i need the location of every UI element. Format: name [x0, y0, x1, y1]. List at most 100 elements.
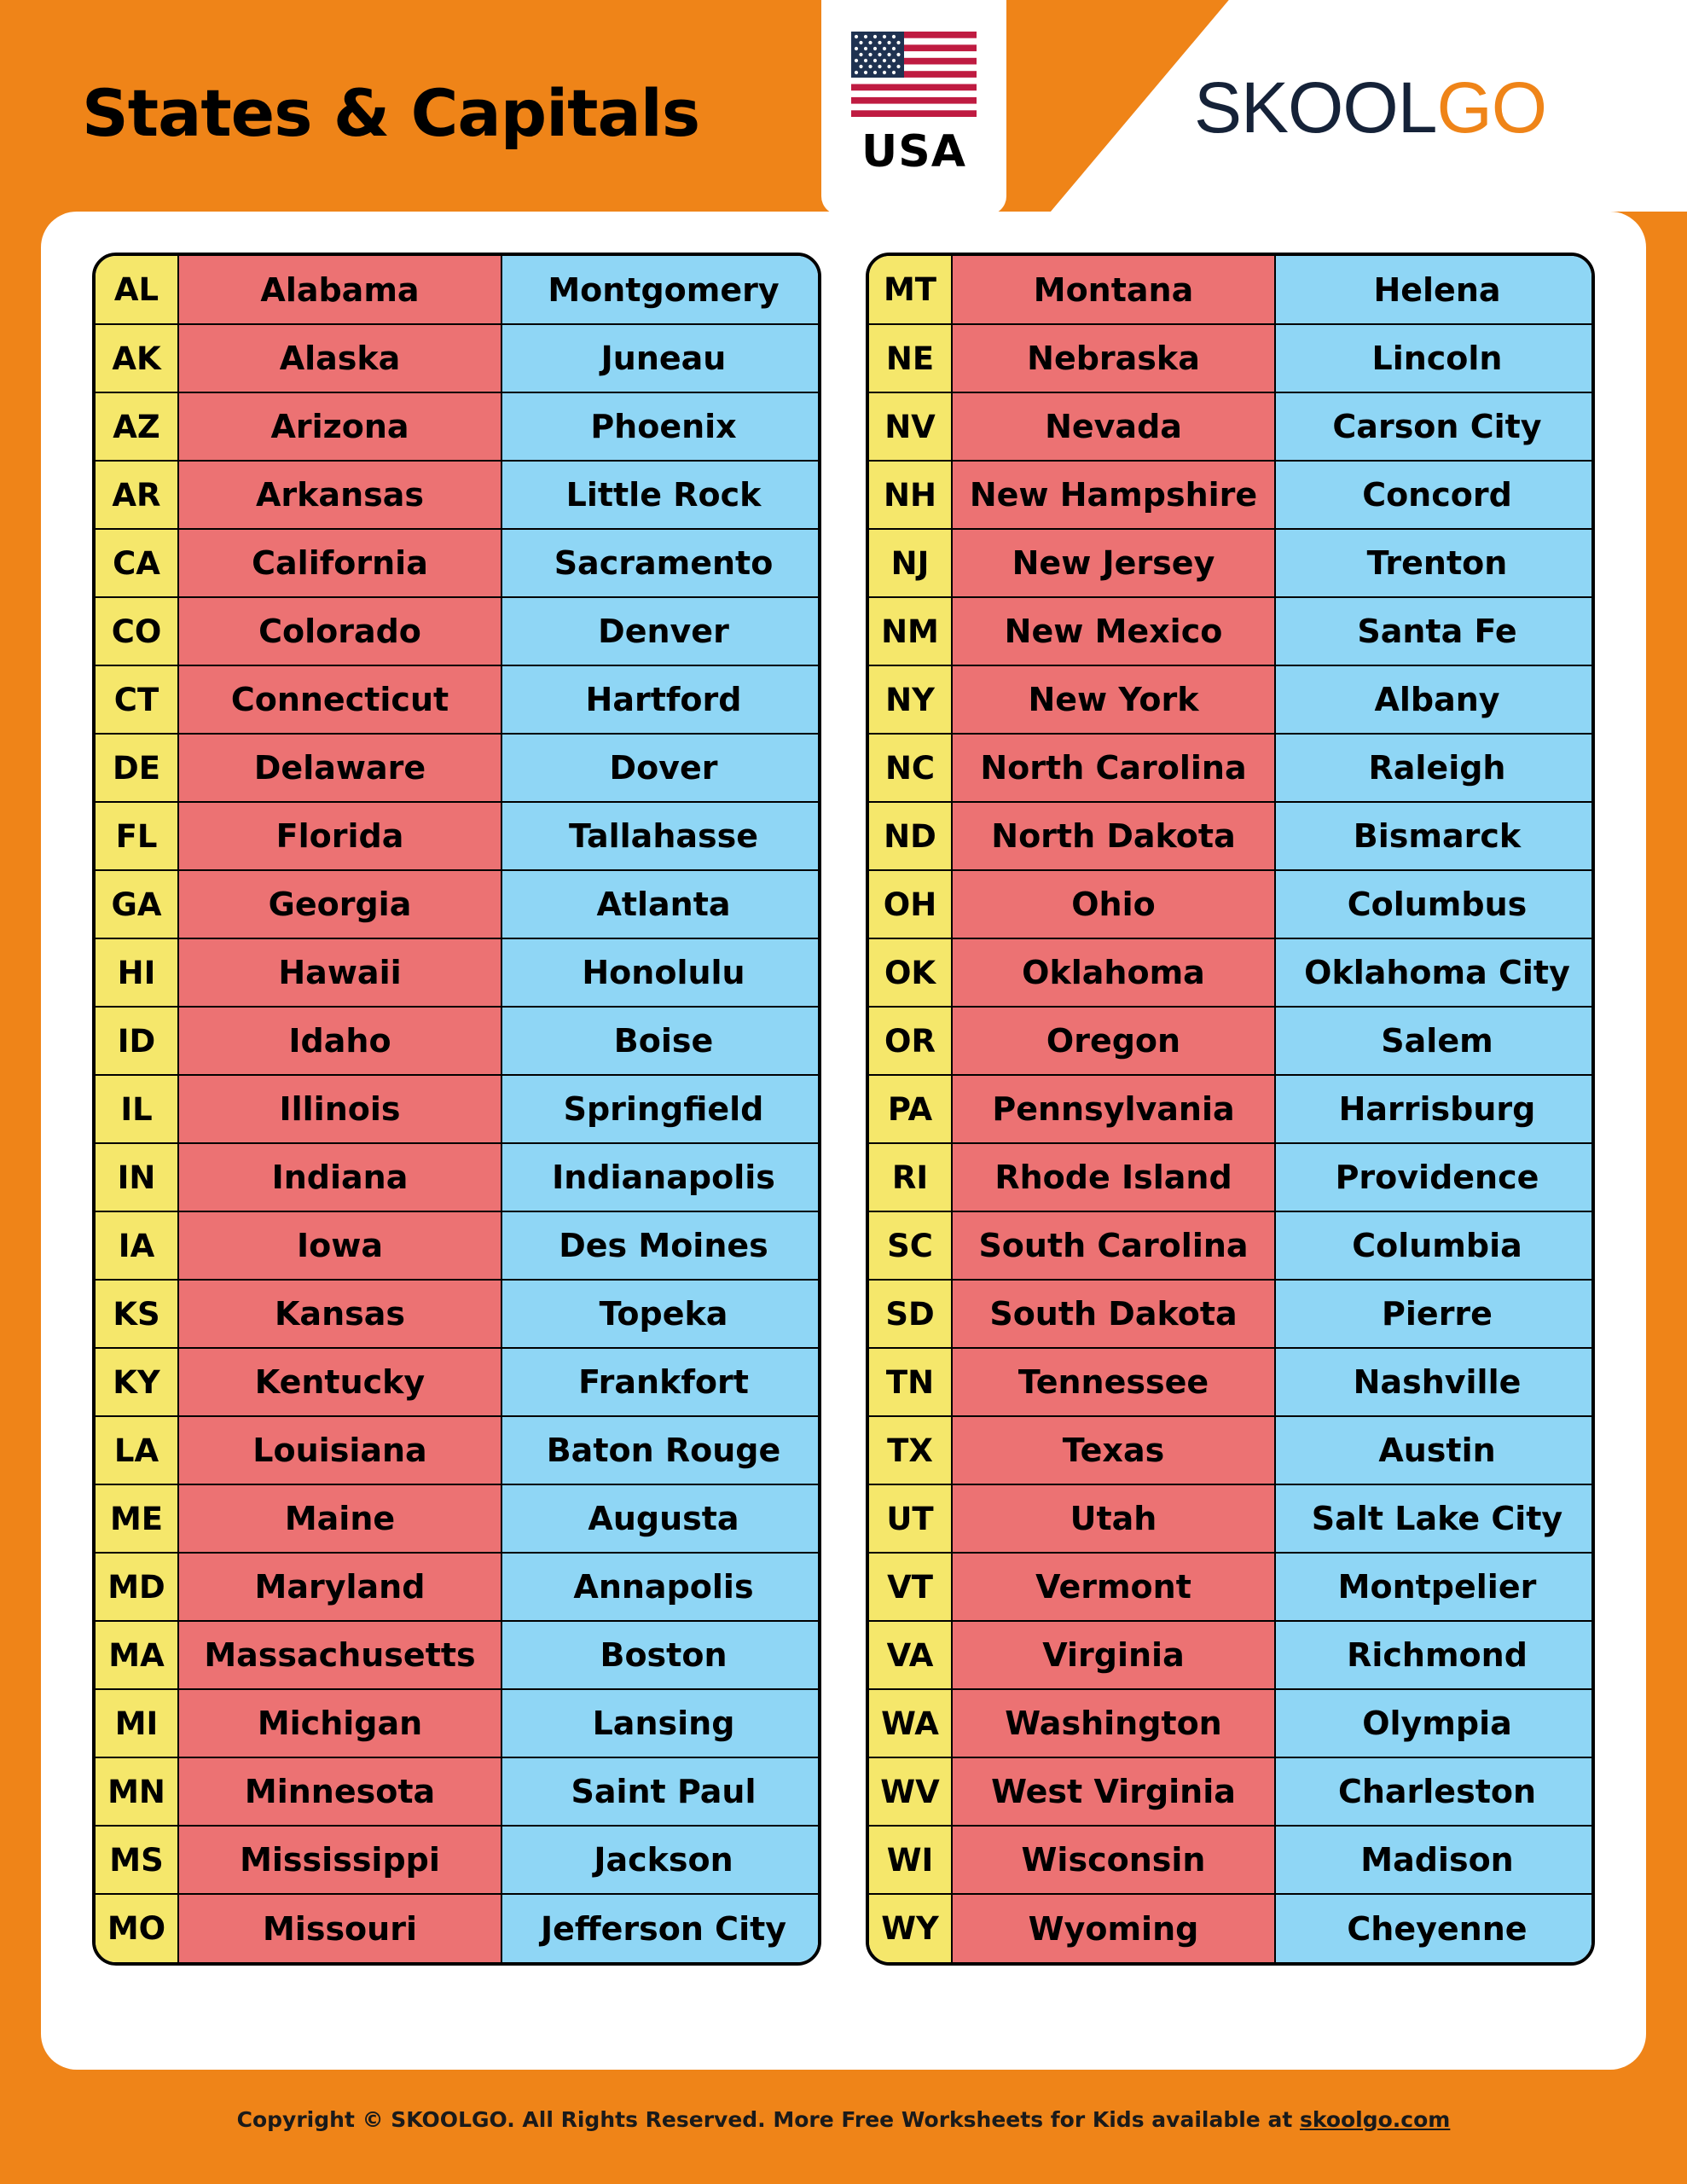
table-row: WI Wisconsin Madison — [869, 1825, 1591, 1895]
state-name-cell: New Mexico — [951, 596, 1276, 666]
state-capital-cell: Cheyenne — [1274, 1893, 1591, 1962]
state-name-cell: New York — [951, 665, 1276, 735]
logo-text-go: GO — [1436, 67, 1547, 148]
state-abbreviation-cell: AL — [96, 256, 179, 325]
state-capital-cell: Olympia — [1274, 1688, 1591, 1758]
state-name-cell: Wisconsin — [951, 1825, 1276, 1895]
state-name-cell: Arizona — [177, 392, 502, 462]
state-capital-cell: Dover — [501, 733, 818, 803]
state-capital-cell: Jackson — [501, 1825, 818, 1895]
state-name-cell: Kentucky — [177, 1347, 502, 1417]
state-capital-cell: Madison — [1274, 1825, 1591, 1895]
state-abbreviation-cell: MD — [96, 1552, 179, 1622]
state-abbreviation-cell: MT — [869, 256, 953, 325]
state-capital-cell: Helena — [1274, 256, 1591, 325]
table-row: OR Oregon Salem — [869, 1006, 1591, 1076]
state-abbreviation-cell: HI — [96, 938, 179, 1008]
state-abbreviation-cell: MS — [96, 1825, 179, 1895]
state-name-cell: South Carolina — [951, 1211, 1276, 1281]
logo-text-skool: SKOOL — [1194, 67, 1437, 148]
state-name-cell: West Virginia — [951, 1757, 1276, 1827]
state-capital-cell: Columbia — [1274, 1211, 1591, 1281]
state-abbreviation-cell: MO — [96, 1893, 179, 1962]
state-name-cell: Indiana — [177, 1142, 502, 1212]
state-abbreviation-cell: SD — [869, 1279, 953, 1349]
table-row: MA Massachusetts Boston — [96, 1620, 818, 1690]
state-abbreviation-cell: WV — [869, 1757, 953, 1827]
state-capital-cell: Honolulu — [501, 938, 818, 1008]
skoolgo-logo[interactable]: SKOOL GO — [1194, 67, 1547, 148]
state-abbreviation-cell: AK — [96, 323, 179, 393]
state-name-cell: Virginia — [951, 1620, 1276, 1690]
state-abbreviation-cell: MA — [96, 1620, 179, 1690]
table-row: NC North Carolina Raleigh — [869, 733, 1591, 803]
state-abbreviation-cell: OR — [869, 1006, 953, 1076]
state-capital-cell: Phoenix — [501, 392, 818, 462]
state-name-cell: Nevada — [951, 392, 1276, 462]
state-name-cell: New Hampshire — [951, 460, 1276, 530]
table-row: LA Louisiana Baton Rouge — [96, 1415, 818, 1485]
state-abbreviation-cell: NC — [869, 733, 953, 803]
table-row: MD Maryland Annapolis — [96, 1552, 818, 1622]
state-name-cell: Alabama — [177, 256, 502, 325]
state-capital-cell: Richmond — [1274, 1620, 1591, 1690]
state-name-cell: Oklahoma — [951, 938, 1276, 1008]
state-abbreviation-cell: UT — [869, 1484, 953, 1554]
state-capital-cell: Topeka — [501, 1279, 818, 1349]
state-name-cell: Missouri — [177, 1893, 502, 1962]
table-row: GA Georgia Atlanta — [96, 869, 818, 939]
footer: Copyright © SKOOLGO. All Rights Reserved… — [0, 2107, 1687, 2132]
state-abbreviation-cell: KS — [96, 1279, 179, 1349]
table-row: FL Florida Tallahasse — [96, 801, 818, 871]
state-capital-cell: Harrisburg — [1274, 1074, 1591, 1144]
table-row: IL Illinois Springfield — [96, 1074, 818, 1144]
states-table-right: MT Montana Helena NE Nebraska Lincoln NV Nevada… — [866, 253, 1595, 1966]
table-row: WV West Virginia Charleston — [869, 1757, 1591, 1827]
state-capital-cell: Sacramento — [501, 528, 818, 598]
state-capital-cell: Bismarck — [1274, 801, 1591, 871]
state-name-cell: Oregon — [951, 1006, 1276, 1076]
state-abbreviation-cell: KY — [96, 1347, 179, 1417]
footer-website-link[interactable]: skoolgo.com — [1299, 2107, 1451, 2132]
table-row: TN Tennessee Nashville — [869, 1347, 1591, 1417]
page-title: States & Capitals — [82, 75, 700, 151]
worksheet-card: AL Alabama Montgomery AK Alaska Juneau AZ Arizo… — [41, 212, 1646, 2070]
state-name-cell: Maine — [177, 1484, 502, 1554]
table-row: VA Virginia Richmond — [869, 1620, 1591, 1690]
page-header: States & Capitals — [0, 0, 1687, 215]
table-row: AK Alaska Juneau — [96, 323, 818, 393]
state-abbreviation-cell: ND — [869, 801, 953, 871]
state-name-cell: Mississippi — [177, 1825, 502, 1895]
state-abbreviation-cell: ME — [96, 1484, 179, 1554]
state-name-cell: Ohio — [951, 869, 1276, 939]
state-capital-cell: Providence — [1274, 1142, 1591, 1212]
state-capital-cell: Salt Lake City — [1274, 1484, 1591, 1554]
state-abbreviation-cell: TX — [869, 1415, 953, 1485]
state-abbreviation-cell: FL — [96, 801, 179, 871]
table-row: ME Maine Augusta — [96, 1484, 818, 1554]
state-name-cell: Alaska — [177, 323, 502, 393]
state-name-cell: Vermont — [951, 1552, 1276, 1622]
state-name-cell: Maryland — [177, 1552, 502, 1622]
state-capital-cell: Boston — [501, 1620, 818, 1690]
state-abbreviation-cell: IL — [96, 1074, 179, 1144]
state-capital-cell: Jefferson City — [501, 1893, 818, 1962]
state-capital-cell: Nashville — [1274, 1347, 1591, 1417]
table-row: IN Indiana Indianapolis — [96, 1142, 818, 1212]
state-capital-cell: Pierre — [1274, 1279, 1591, 1349]
state-name-cell: Nebraska — [951, 323, 1276, 393]
state-capital-cell: Frankfort — [501, 1347, 818, 1417]
table-row: CO Colorado Denver — [96, 596, 818, 666]
state-capital-cell: Tallahasse — [501, 801, 818, 871]
table-row: MT Montana Helena — [869, 256, 1591, 325]
state-abbreviation-cell: NM — [869, 596, 953, 666]
state-name-cell: Hawaii — [177, 938, 502, 1008]
table-row: ID Idaho Boise — [96, 1006, 818, 1076]
state-abbreviation-cell: IA — [96, 1211, 179, 1281]
table-row: CT Connecticut Hartford — [96, 665, 818, 735]
state-name-cell: Illinois — [177, 1074, 502, 1144]
state-name-cell: Colorado — [177, 596, 502, 666]
state-abbreviation-cell: DE — [96, 733, 179, 803]
state-capital-cell: Concord — [1274, 460, 1591, 530]
state-capital-cell: Charleston — [1274, 1757, 1591, 1827]
